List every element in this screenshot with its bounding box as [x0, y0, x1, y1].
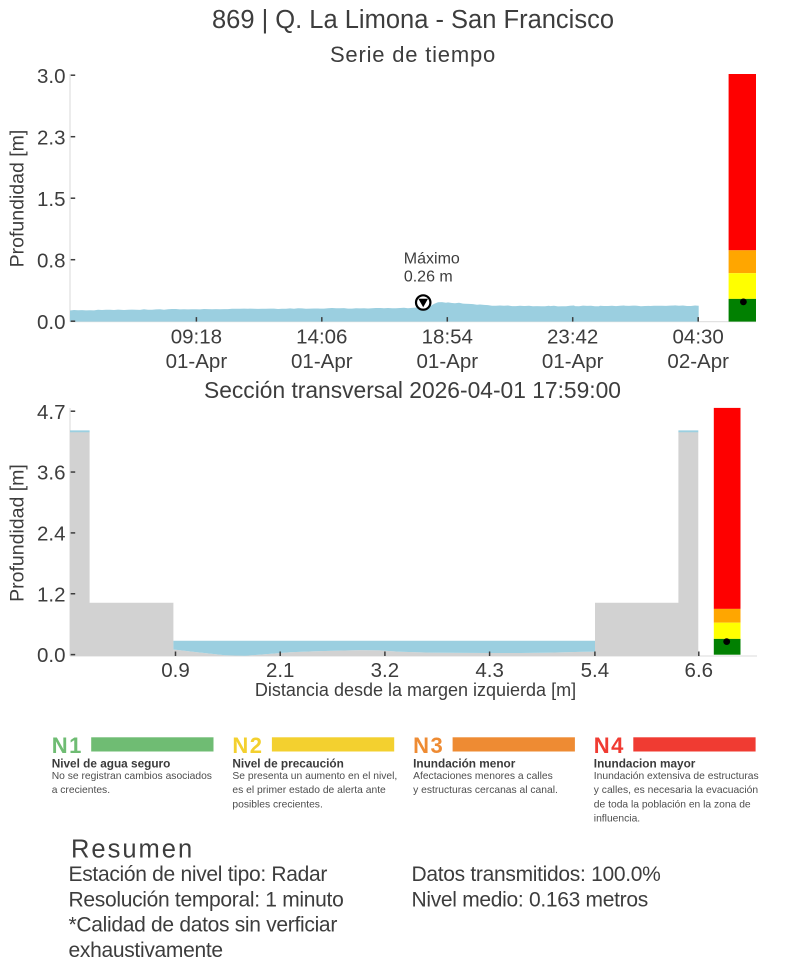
svg-text:y estructuras cercanas al cana: y estructuras cercanas al canal.	[413, 785, 558, 796]
svg-text:Sección transversal 2026-04-01: Sección transversal 2026-04-01 17:59:00	[204, 377, 621, 403]
svg-text:18:54: 18:54	[422, 325, 473, 348]
svg-text:*Calidad de datos sin verficia: *Calidad de datos sin verficiar	[69, 914, 338, 937]
svg-text:posibles crecientes.: posibles crecientes.	[232, 799, 322, 810]
svg-text:2.3: 2.3	[37, 126, 66, 149]
svg-text:Inundación extensiva de estruc: Inundación extensiva de estructuras	[594, 771, 759, 782]
svg-text:No se registran cambios asocia: No se registran cambios asociados	[52, 771, 212, 782]
svg-text:Nivel de precaución: Nivel de precaución	[232, 757, 343, 771]
svg-text:es el primer estado de alerta: es el primer estado de alerta ante	[232, 785, 386, 796]
svg-text:Datos transmitidos: 100.0%: Datos transmitidos: 100.0%	[412, 863, 661, 886]
svg-text:Se presenta un aumento en el n: Se presenta un aumento en el nivel,	[232, 771, 397, 782]
svg-text:3.2: 3.2	[371, 659, 400, 682]
svg-text:02-Apr: 02-Apr	[667, 350, 729, 373]
svg-text:Resumen: Resumen	[71, 836, 194, 864]
svg-text:Afectaciones menores a calles: Afectaciones menores a calles	[413, 771, 553, 782]
svg-text:01-Apr: 01-Apr	[166, 350, 228, 373]
svg-text:01-Apr: 01-Apr	[417, 350, 479, 373]
svg-text:1.5: 1.5	[37, 188, 66, 211]
svg-text:04:30: 04:30	[673, 325, 724, 348]
svg-text:5.4: 5.4	[581, 659, 610, 682]
svg-text:3.0: 3.0	[37, 65, 66, 88]
svg-text:Estación de nivel tipo: Radar: Estación de nivel tipo: Radar	[69, 863, 328, 886]
svg-text:Distancia desde la margen izqu: Distancia desde la margen izquierda [m]	[255, 680, 576, 700]
svg-text:6.6: 6.6	[685, 659, 714, 682]
svg-text:Resolución temporal: 1 minuto: Resolución temporal: 1 minuto	[69, 888, 344, 911]
svg-text:01-Apr: 01-Apr	[291, 350, 353, 373]
svg-text:Serie de tiempo: Serie de tiempo	[330, 42, 496, 67]
svg-text:869 | Q. La Limona - San Franc: 869 | Q. La Limona - San Francisco	[212, 6, 614, 34]
svg-text:N2: N2	[232, 733, 263, 758]
svg-text:N1: N1	[52, 733, 83, 758]
svg-text:0.8: 0.8	[37, 249, 66, 272]
svg-text:N3: N3	[413, 733, 444, 758]
svg-text:Inundación menor: Inundación menor	[413, 757, 516, 771]
svg-text:Nivel de agua seguro: Nivel de agua seguro	[52, 757, 171, 771]
svg-text:Nivel medio: 0.163 metros: Nivel medio: 0.163 metros	[412, 888, 648, 911]
svg-text:N4: N4	[594, 733, 625, 758]
svg-text:01-Apr: 01-Apr	[542, 350, 604, 373]
svg-text:14:06: 14:06	[296, 325, 347, 348]
svg-text:0.0: 0.0	[37, 644, 66, 667]
svg-text:influencia.: influencia.	[594, 814, 640, 825]
svg-text:0.26 m: 0.26 m	[404, 269, 453, 286]
svg-text:a crecientes.: a crecientes.	[52, 785, 110, 796]
svg-text:3.6: 3.6	[37, 462, 66, 485]
svg-text:Profundidad [m]: Profundidad [m]	[7, 464, 29, 602]
svg-text:2.1: 2.1	[266, 659, 295, 682]
svg-text:Inundacion mayor: Inundacion mayor	[594, 757, 696, 771]
svg-text:09:18: 09:18	[171, 325, 222, 348]
svg-text:de toda la población en la zon: de toda la población en la zona de	[594, 799, 751, 810]
svg-text:0.0: 0.0	[37, 311, 66, 334]
svg-text:Profundidad [m]: Profundidad [m]	[7, 130, 29, 268]
svg-text:4.7: 4.7	[37, 401, 66, 424]
svg-text:2.4: 2.4	[37, 523, 66, 546]
svg-text:Máximo: Máximo	[404, 251, 460, 268]
svg-text:23:42: 23:42	[547, 325, 598, 348]
svg-text:exhaustivamente: exhaustivamente	[69, 939, 223, 962]
svg-text:0.9: 0.9	[161, 659, 190, 682]
svg-text:1.2: 1.2	[37, 583, 66, 606]
svg-text:4.3: 4.3	[475, 659, 504, 682]
svg-text:y calles, es necesaria la evac: y calles, es necesaria la evacuación	[594, 785, 759, 796]
